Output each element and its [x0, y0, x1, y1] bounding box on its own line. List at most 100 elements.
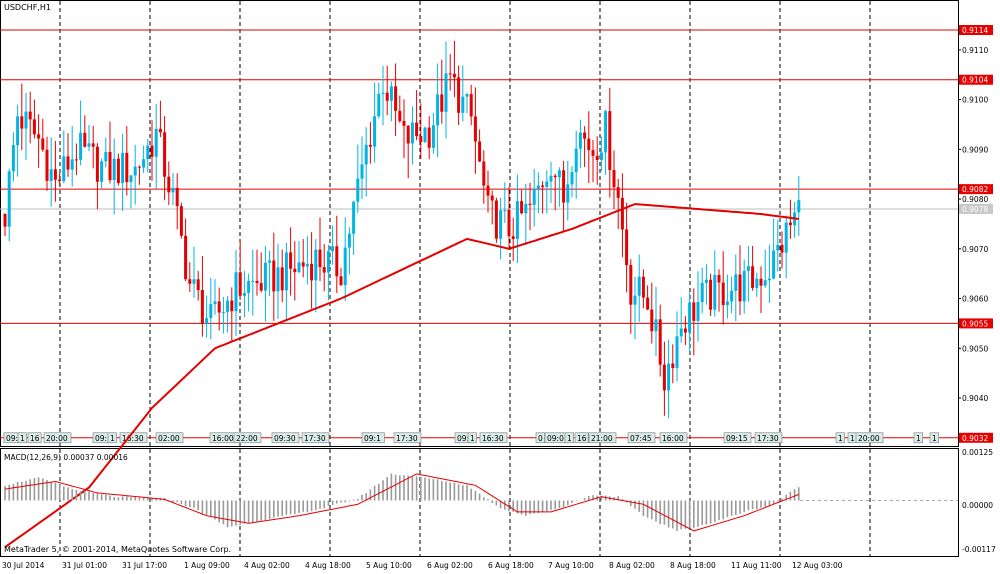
candle: [108, 121, 112, 184]
candle-body: [356, 178, 360, 202]
candle-body: [167, 176, 171, 193]
candle: [305, 236, 309, 285]
event-marker: 22:00: [233, 432, 262, 444]
event-marker-label: 1: [916, 434, 921, 443]
candle-body: [368, 144, 372, 147]
event-marker: 21:00: [588, 432, 617, 444]
candle-body: [444, 73, 448, 112]
candle: [557, 167, 561, 207]
candle-body: [326, 251, 330, 273]
candle-body: [402, 120, 406, 126]
candle: [83, 115, 87, 148]
event-marker-box: [393, 432, 422, 444]
candle-body: [79, 132, 83, 160]
candle-body: [599, 152, 603, 161]
candle: [91, 126, 95, 169]
copyright-footer: MetaTrader 5, © 2001-2014, MetaQuotes So…: [4, 545, 231, 554]
candle: [583, 126, 587, 168]
candle-body: [125, 152, 129, 183]
candle-body: [37, 134, 41, 139]
candle-body: [683, 328, 687, 333]
candle-body: [473, 116, 477, 142]
candle-body: [595, 155, 599, 161]
candle-body: [263, 262, 267, 291]
candle: [427, 116, 431, 160]
candle-body: [457, 77, 461, 113]
candle-body: [394, 86, 398, 111]
candle: [310, 232, 314, 309]
candle-body: [423, 127, 427, 142]
candle: [364, 127, 368, 197]
candle-body: [591, 150, 595, 156]
candle: [410, 106, 414, 165]
candle-body: [7, 171, 11, 227]
candle-body: [95, 146, 99, 182]
candle: [717, 269, 721, 312]
candle-body: [179, 206, 183, 236]
candle: [154, 103, 158, 190]
candle: [326, 244, 330, 301]
price-tick-label: 0.9090: [962, 145, 988, 154]
candle-body: [11, 145, 15, 172]
event-marker: 09:30: [271, 432, 300, 444]
candle-body: [259, 283, 263, 291]
candle-body: [158, 128, 162, 133]
candle-body: [486, 185, 490, 196]
candle-body: [658, 319, 662, 365]
event-marker-box: [271, 432, 300, 444]
candle-body: [604, 111, 608, 153]
candle: [692, 288, 696, 356]
candle: [217, 287, 221, 331]
candle-body: [713, 274, 717, 310]
candle: [381, 66, 385, 126]
time-axis-label: 6 Aug 18:00: [488, 561, 534, 570]
event-marker-box: [233, 432, 262, 444]
event-marker-label: 16: [30, 434, 40, 443]
current-price-tag-box: [959, 204, 993, 215]
candle-body: [305, 263, 309, 267]
event-marker-label: 1: [470, 434, 475, 443]
candle: [755, 272, 759, 297]
price-tick-label: 0.9080: [962, 195, 988, 204]
candle-body: [625, 229, 629, 266]
candle: [125, 126, 129, 196]
candle: [742, 259, 746, 314]
event-marker: 16:30: [479, 432, 508, 444]
candle: [230, 287, 234, 342]
candle: [133, 144, 137, 205]
event-marker-label: 16:00: [212, 434, 234, 443]
candle: [389, 81, 393, 122]
candle-body: [536, 185, 540, 189]
event-marker-box: [723, 432, 752, 444]
candle: [776, 219, 780, 272]
candle: [679, 297, 683, 343]
candle: [95, 143, 99, 210]
candle-body: [247, 280, 251, 293]
time-axis-label: 5 Aug 10:00: [366, 561, 412, 570]
candle-body: [70, 159, 74, 170]
level-price-tag-box: [959, 184, 993, 195]
event-marker-box: [835, 432, 845, 444]
event-marker: 09:15: [723, 432, 752, 444]
candle: [473, 87, 477, 174]
candle: [268, 250, 272, 297]
candle: [11, 132, 15, 182]
candle-body: [230, 300, 234, 312]
candle: [263, 245, 267, 322]
price-axis: 0.9110 0.9100 0.9090 0.9080 0.9070 0.9060 0.90…: [958, 25, 996, 554]
macd-series: [4, 473, 958, 532]
candle-body: [742, 270, 746, 302]
event-marker-label: 16:30: [122, 434, 144, 443]
event-marker-label: 07:45: [630, 434, 652, 443]
candlestick-series: [3, 40, 801, 419]
candle-body: [499, 210, 503, 239]
candle: [167, 161, 171, 205]
candle-body: [24, 111, 28, 129]
candle: [289, 227, 293, 296]
candle: [499, 197, 503, 260]
time-axis-label: 6 Aug 02:00: [427, 561, 473, 570]
candle-body: [331, 246, 335, 252]
candle-body: [322, 267, 326, 273]
